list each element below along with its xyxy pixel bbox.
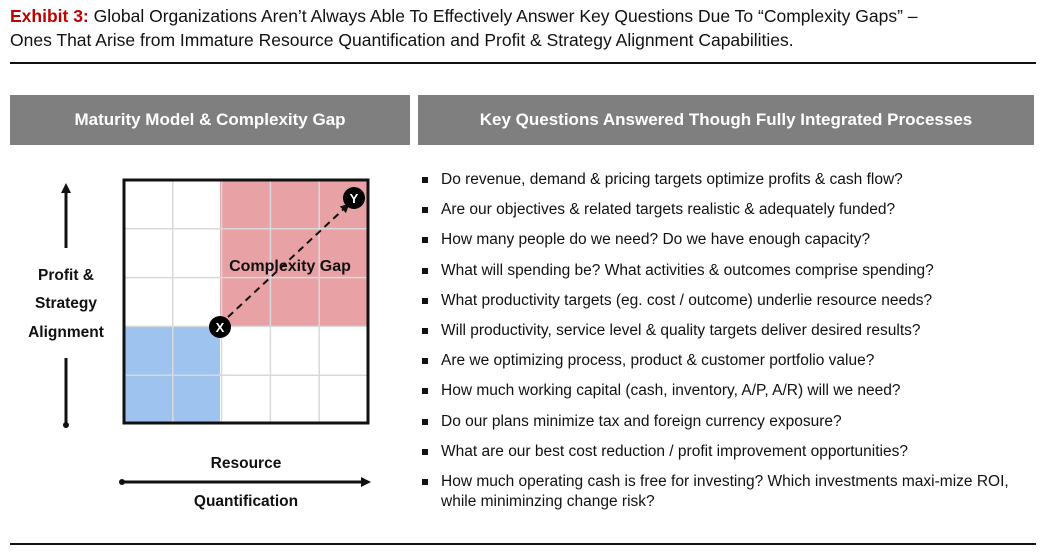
question-text: What productivity targets (eg. cost / ou… bbox=[441, 291, 933, 309]
question-item: Will productivity, service level & quali… bbox=[420, 321, 1036, 341]
top-divider bbox=[10, 62, 1036, 64]
key-questions-header: Key Questions Answered Though Fully Inte… bbox=[418, 95, 1034, 145]
exhibit-title-line1: Global Organizations Aren’t Always Able … bbox=[93, 6, 918, 26]
question-text: What will spending be? What activities &… bbox=[441, 261, 934, 279]
question-item: How much working capital (cash, inventor… bbox=[420, 381, 1036, 401]
point-x-marker bbox=[209, 316, 231, 338]
question-item: Are our objectives & related targets rea… bbox=[420, 200, 1036, 220]
matrix-border bbox=[122, 178, 370, 425]
y-axis-label-line2: Strategy bbox=[35, 295, 97, 312]
complexity-gap-arrow bbox=[227, 203, 350, 318]
x-axis-label-top: Resource bbox=[211, 455, 282, 472]
complexity-gap-label: Complexity Gap bbox=[229, 258, 351, 275]
bullet-icon bbox=[422, 358, 428, 365]
question-text: How many people do we need? Do we have e… bbox=[441, 231, 871, 249]
bullet-icon bbox=[422, 177, 428, 183]
key-questions-list: Do revenue, demand & pricing targets opt… bbox=[420, 170, 1036, 522]
bullet-icon bbox=[422, 448, 428, 455]
question-item: How many people do we need? Do we have e… bbox=[420, 230, 1036, 250]
grid-lines bbox=[124, 180, 368, 423]
bullet-icon bbox=[422, 237, 428, 244]
question-item: What are our best cost reduction / profi… bbox=[420, 442, 1036, 462]
point-x-label: X bbox=[216, 320, 225, 335]
bullet-icon bbox=[422, 267, 428, 274]
question-text: What are our best cost reduction / profi… bbox=[441, 442, 908, 460]
bullet-icon bbox=[422, 418, 428, 425]
y-axis-label-line3: Alignment bbox=[28, 324, 104, 341]
exhibit-label: Exhibit 3: bbox=[10, 6, 89, 26]
bullet-icon bbox=[422, 327, 428, 334]
y-axis-label-line1: Profit & bbox=[38, 267, 94, 284]
maturity-model-diagram: Complexity Gap X Y Profit & Strategy Ali… bbox=[10, 160, 410, 530]
question-text: Do revenue, demand & pricing targets opt… bbox=[441, 171, 903, 188]
question-text: How much operating cash is free for inve… bbox=[441, 472, 1009, 510]
question-text: Are our objectives & related targets rea… bbox=[441, 201, 896, 219]
question-text: How much working capital (cash, inventor… bbox=[441, 382, 901, 400]
question-item: Do revenue, demand & pricing targets opt… bbox=[420, 170, 1036, 190]
question-text: Are we optimizing process, product & cus… bbox=[441, 352, 875, 370]
maturity-model-header: Maturity Model & Complexity Gap bbox=[10, 95, 410, 145]
bullet-icon bbox=[422, 297, 428, 304]
bullet-icon bbox=[422, 388, 428, 395]
y-axis-end-dot bbox=[63, 422, 69, 428]
question-text: Will productivity, service level & quali… bbox=[441, 321, 921, 339]
maturity-model-svg: Complexity Gap X Y Profit & Strategy Ali… bbox=[28, 178, 371, 510]
question-item: Are we optimizing process, product & cus… bbox=[420, 351, 1036, 371]
bullet-icon bbox=[422, 478, 428, 485]
question-item: What will spending be? What activities &… bbox=[420, 261, 1036, 281]
point-y-marker bbox=[343, 187, 365, 209]
bottom-divider bbox=[10, 543, 1036, 545]
exhibit-title-line2: Ones That Arise from Immature Resource Q… bbox=[10, 30, 794, 50]
question-item: Do our plans minimize tax and foreign cu… bbox=[420, 412, 1036, 432]
exhibit-title: Exhibit 3: Global Organizations Aren’t A… bbox=[10, 4, 1040, 52]
x-axis-start-dot bbox=[119, 479, 125, 485]
point-y-label: Y bbox=[350, 191, 359, 206]
x-axis-label-bottom: Quantification bbox=[194, 493, 298, 510]
question-item: What productivity targets (eg. cost / ou… bbox=[420, 291, 1036, 311]
bullet-icon bbox=[422, 207, 428, 214]
question-text: Do our plans minimize tax and foreign cu… bbox=[441, 412, 842, 430]
question-item: How much operating cash is free for inve… bbox=[420, 472, 1036, 512]
